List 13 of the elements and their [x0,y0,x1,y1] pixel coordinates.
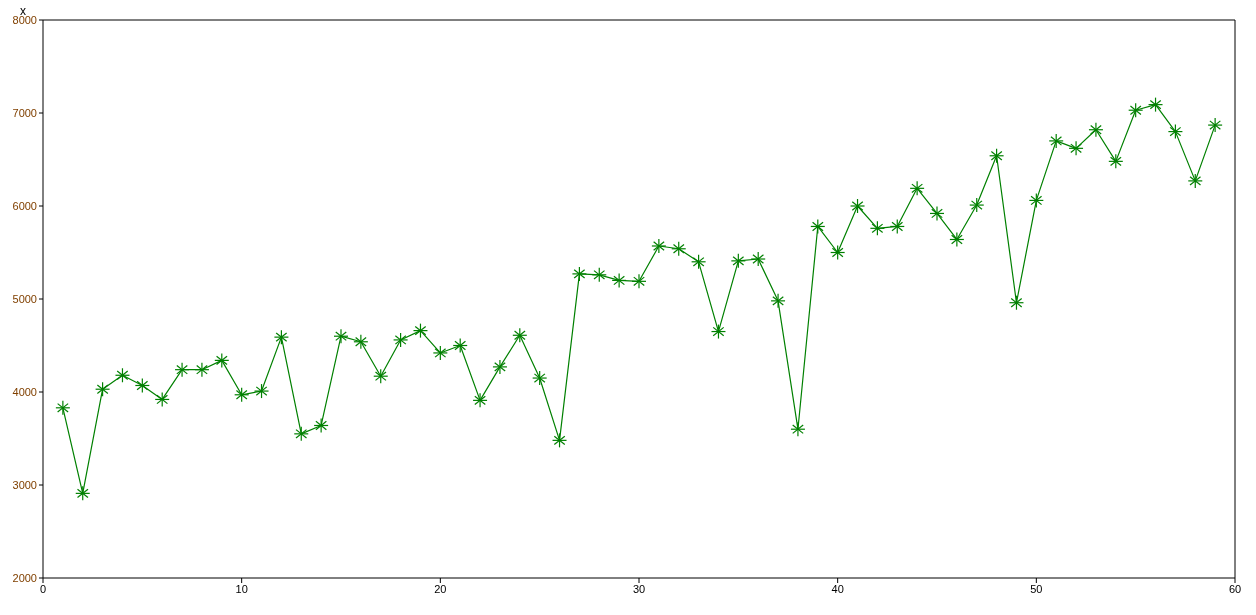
y-tick-label: 6000 [12,199,37,212]
x-tick-label: 50 [1030,582,1043,595]
x-tick-label: 20 [434,582,447,595]
y-tick-label: 5000 [12,292,37,305]
x-tick-label: 60 [1228,582,1242,595]
y-tick-label: 2000 [12,571,37,584]
x-tick-label: 40 [831,582,844,595]
x-tick-label: 0 [39,582,47,595]
y-tick-label: 3000 [12,478,37,491]
y-tick-label: 7000 [12,106,37,119]
x-tick-label: 10 [235,582,248,595]
x-tick-label: 30 [632,582,646,595]
y-tick-label: 4000 [12,385,37,398]
